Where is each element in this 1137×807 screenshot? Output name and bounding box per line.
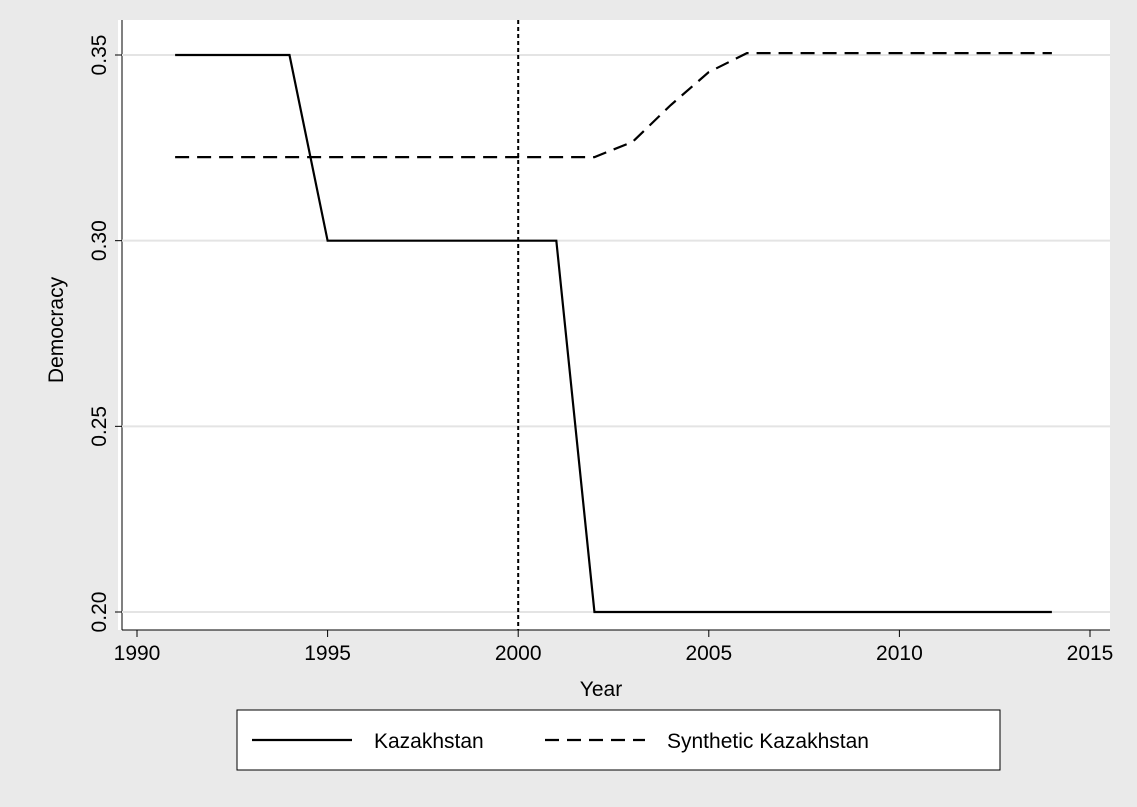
x-tick-label: 2010 bbox=[876, 642, 923, 665]
x-tick-label: 2015 bbox=[1067, 642, 1114, 665]
x-axis-label: Year bbox=[580, 678, 622, 701]
x-tick-label: 2005 bbox=[685, 642, 732, 665]
series-line bbox=[175, 53, 1052, 614]
y-tick-label: 0.30 bbox=[88, 220, 111, 261]
legend-label: Synthetic Kazakhstan bbox=[667, 730, 869, 753]
x-tick-label: 2000 bbox=[495, 642, 542, 665]
x-tick-label: 1990 bbox=[114, 642, 161, 665]
y-tick-label: 0.25 bbox=[88, 406, 111, 447]
y-tick-label: 0.35 bbox=[88, 35, 111, 76]
x-tick-label: 1995 bbox=[304, 642, 351, 665]
legend-label: Kazakhstan bbox=[374, 730, 484, 753]
plot-area bbox=[118, 20, 1110, 630]
y-axis-label: Democracy bbox=[45, 276, 68, 383]
y-tick-label: 0.20 bbox=[88, 592, 111, 633]
